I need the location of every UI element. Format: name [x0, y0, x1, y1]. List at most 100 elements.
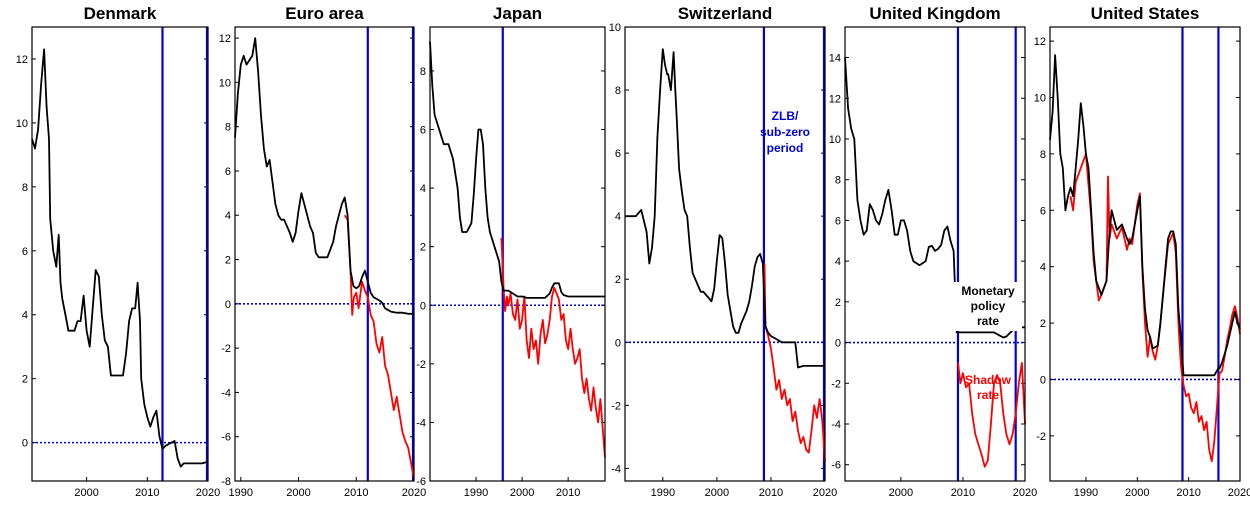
shadow-rate-annotation-line: Shadow [965, 373, 1012, 387]
panel-title: Denmark [84, 4, 157, 23]
x-tick-label: 1990 [464, 487, 488, 499]
y-tick-label: 2 [1040, 318, 1046, 330]
y-tick-label: 4 [420, 183, 426, 195]
panel-title: Japan [493, 4, 542, 23]
y-tick-label: -4 [221, 387, 231, 399]
panel-frame [624, 26, 826, 482]
panel-frame [429, 26, 606, 482]
y-tick-label: 2 [225, 255, 231, 267]
panel-frame [31, 26, 209, 482]
x-tick-label: 2010 [344, 487, 368, 499]
x-tick-label: 2010 [556, 487, 580, 499]
zlb-annotation-line: period [767, 141, 804, 155]
y-tick-label: 10 [219, 77, 231, 89]
x-tick-label: 2010 [759, 487, 783, 499]
zlb-annotation-line: ZLB/ [772, 109, 799, 123]
y-tick-label: 0 [1040, 374, 1046, 386]
y-tick-label: 0 [835, 338, 841, 350]
y-tick-label: -2 [1036, 431, 1046, 443]
y-tick-label: -2 [416, 359, 426, 371]
policy-rate-annotation-background [954, 282, 1022, 331]
y-tick-label: 10 [609, 22, 621, 34]
panel-denmark: Denmark 0 2 4 6 8 10 12 2000 2010 2020 [16, 4, 220, 499]
y-tick-label: 8 [420, 66, 426, 78]
x-tick-label: 2000 [286, 487, 310, 499]
panel-japan: Japan -6 -4 -2 0 2 4 6 8 1990 2000 2010 [416, 4, 606, 499]
y-tick-label: 12 [829, 93, 841, 105]
y-tick-label: -2 [831, 378, 841, 390]
y-tick-label: -8 [221, 476, 231, 488]
policy-rate-line [1049, 54, 1241, 377]
x-tick-label: 2000 [705, 487, 729, 499]
y-tick-label: 10 [16, 118, 28, 130]
y-tick-label: 0 [225, 299, 231, 311]
y-tick-label: 14 [829, 53, 841, 65]
y-tick-label: 6 [1040, 205, 1046, 217]
y-tick-label: 8 [225, 122, 231, 134]
y-tick-label: 6 [22, 246, 28, 258]
y-tick-label: 8 [835, 175, 841, 187]
zlb-annotation-line: sub-zero [760, 125, 810, 139]
x-tick-label: 1990 [229, 487, 253, 499]
y-tick-label: -6 [416, 476, 426, 488]
x-tick-label: 2020 [402, 487, 426, 499]
policy-rate-annotation-line: policy [971, 299, 1006, 313]
y-tick-label: 2 [420, 242, 426, 254]
policy-rate-line [844, 57, 1025, 339]
panel-united-states: United States -2 0 2 4 6 8 10 12 1990 2000 2010 2020 [1034, 4, 1250, 499]
x-tick-label: 2000 [889, 487, 913, 499]
y-tick-label: 2 [835, 297, 841, 309]
x-tick-label: 2020 [1228, 487, 1250, 499]
panel-title: Euro area [285, 4, 364, 23]
policy-rate-line [31, 48, 209, 468]
x-tick-label: 1990 [1074, 487, 1098, 499]
y-tick-label: -2 [611, 400, 621, 412]
y-tick-label: 4 [1040, 262, 1046, 274]
shadow-rate-line [343, 214, 415, 479]
policy-rate-annotation-line: Monetary [961, 284, 1015, 298]
y-tick-label: 4 [835, 256, 841, 268]
x-tick-label: 2010 [951, 487, 975, 499]
y-tick-label: 6 [225, 166, 231, 178]
policy-rate-line [234, 37, 414, 315]
x-tick-label: 2000 [510, 487, 534, 499]
y-tick-label: 10 [829, 134, 841, 146]
policy-rate-line [429, 41, 605, 299]
x-tick-label: 2010 [135, 487, 159, 499]
policy-rate-line [625, 48, 825, 369]
panel-united-kingdom: United Kingdom -6 -4 -2 0 2 4 6 8 10 12 14 2000 2010 2… [829, 4, 1037, 499]
y-tick-label: 4 [225, 210, 231, 222]
y-tick-label: 4 [615, 211, 621, 223]
panel-frame [844, 26, 1026, 482]
y-tick-label: 2 [615, 274, 621, 286]
panel-title: Switzerland [678, 4, 772, 23]
y-tick-label: -6 [831, 460, 841, 472]
y-tick-label: 2 [22, 374, 28, 386]
shadow-rate-line [1069, 153, 1241, 463]
x-tick-label: 2020 [1013, 487, 1037, 499]
y-tick-label: 0 [615, 337, 621, 349]
x-tick-label: 2010 [1176, 487, 1200, 499]
y-tick-label: 8 [22, 182, 28, 194]
y-tick-label: 10 [1034, 92, 1046, 104]
zlb-annotation: ZLB/sub-zero period [760, 109, 810, 155]
x-tick-label: 2000 [1125, 487, 1149, 499]
shadow-rate-line [957, 362, 1026, 468]
y-tick-label: -4 [831, 419, 841, 431]
panel-title: United States [1091, 4, 1200, 23]
y-tick-label: 6 [420, 125, 426, 137]
shadow-rate-line [763, 263, 826, 463]
panel-title: United Kingdom [869, 4, 1000, 23]
panel-frame [1049, 26, 1241, 482]
y-tick-label: 8 [1040, 149, 1046, 161]
y-tick-label: 12 [1034, 36, 1046, 48]
y-tick-label: -6 [221, 432, 231, 444]
policy-rate-annotation-line: rate [977, 314, 999, 328]
shadow-rate-line [500, 237, 606, 458]
y-tick-label: 6 [835, 215, 841, 227]
x-tick-label: 2020 [813, 487, 837, 499]
x-tick-label: 2000 [74, 487, 98, 499]
